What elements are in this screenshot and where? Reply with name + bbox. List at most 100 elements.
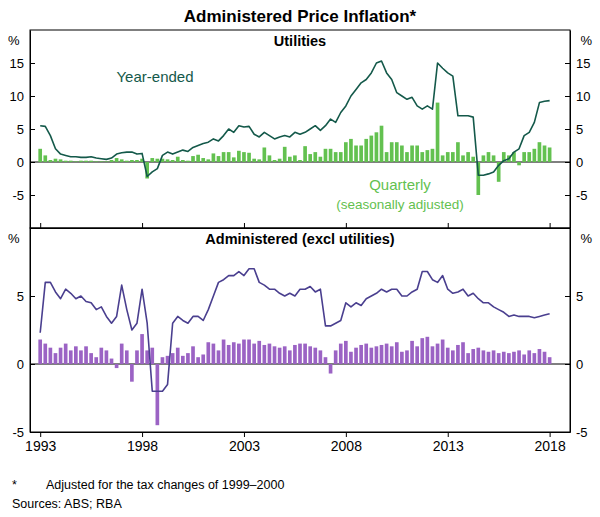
chart-container: Administered Price Inflation*-5051015-50… [0, 0, 600, 517]
bar [344, 341, 348, 364]
bar [171, 160, 175, 162]
bar [476, 348, 480, 364]
y-axis-left-tick-label: 0 [17, 155, 24, 170]
bar [206, 342, 210, 364]
bar [543, 146, 547, 163]
bar [278, 159, 282, 162]
bar [420, 152, 424, 162]
y-axis-right-line [570, 229, 571, 433]
x-axis-tick-mark [40, 223, 41, 228]
series-label-line: Year-ended [116, 68, 193, 85]
y-axis-left-tick: 15 [10, 56, 35, 71]
bar [43, 155, 47, 162]
bar [105, 350, 109, 364]
y-axis-right-tick-mark [565, 195, 570, 196]
series-label-line: (seasonally adjusted) [336, 197, 464, 212]
panel-title: Administered (excl utilities) [205, 231, 395, 247]
x-axis-tick-mark [448, 432, 449, 437]
bar [522, 152, 526, 162]
y-axis-right-tick-label: -5 [576, 425, 588, 440]
bar [339, 152, 343, 162]
x-axis-tick: 2013 [433, 432, 464, 454]
bar [364, 139, 368, 162]
x-axis-tick-mark [244, 432, 245, 437]
y-axis-left-tick: 0 [17, 155, 35, 170]
bar [263, 345, 267, 364]
bar [334, 152, 338, 162]
bar [268, 155, 272, 162]
bar [232, 157, 236, 162]
bar [522, 354, 526, 364]
x-axis-tick: 2008 [331, 432, 362, 454]
bar [548, 147, 552, 162]
y-axis-right-tick: -5 [565, 188, 588, 203]
bar [206, 159, 210, 162]
bar [252, 159, 256, 162]
x-axis-tick-mark [448, 223, 449, 228]
bar [533, 149, 537, 162]
bar [385, 152, 389, 162]
bar [242, 340, 246, 364]
bar [212, 153, 216, 162]
bar [242, 152, 246, 162]
y-axis-label-left: % [8, 231, 20, 246]
y-axis-left-tick-mark [30, 162, 35, 163]
bar [385, 344, 389, 364]
bar [257, 341, 261, 364]
bar [446, 152, 450, 162]
bar [395, 142, 399, 162]
x-axis-tick [448, 223, 449, 228]
bar [492, 155, 496, 162]
y-axis-left-tick-label: 0 [17, 357, 24, 372]
bar [339, 344, 343, 364]
bar [375, 132, 379, 162]
y-axis-right-tick-label: 0 [576, 155, 583, 170]
bar [543, 352, 547, 364]
y-axis-left-tick: 10 [10, 89, 35, 104]
bar [461, 342, 465, 364]
line [40, 61, 549, 177]
bar [161, 357, 165, 364]
bar [324, 357, 328, 364]
bar [135, 160, 139, 162]
bar [186, 353, 190, 364]
x-axis: 199319982003200820132018 [25, 432, 570, 454]
bar [156, 159, 160, 162]
x-axis-tick [40, 223, 41, 228]
bar [517, 162, 521, 165]
bar [59, 159, 63, 162]
x-axis-tick-label: 1998 [127, 438, 158, 454]
x-axis-tick: 2003 [229, 432, 260, 454]
plot-area [30, 61, 570, 195]
x-axis-tick-mark [346, 223, 347, 228]
x-axis-tick-mark [550, 223, 551, 228]
bar [538, 142, 542, 162]
bar [227, 345, 231, 364]
bar [380, 126, 384, 162]
bar [354, 146, 358, 163]
bar [390, 346, 394, 364]
panel: -5051015-5051015%%UtilitiesYear-endedQua… [8, 30, 592, 229]
bar [227, 152, 231, 162]
bar [222, 340, 226, 364]
bar [308, 346, 312, 364]
bar [201, 354, 205, 364]
bar [487, 152, 491, 162]
bar-series [38, 334, 551, 425]
bar [471, 349, 475, 364]
bar [69, 161, 73, 162]
y-axis-left-tick: 5 [17, 122, 35, 137]
bar [420, 338, 424, 364]
bar [446, 348, 450, 364]
bar [456, 345, 460, 364]
bar [135, 350, 139, 364]
bar [268, 344, 272, 364]
panel-title: Utilities [274, 33, 326, 49]
sources: Sources: ABS; RBA [12, 497, 122, 511]
series-label: Year-ended [116, 68, 193, 85]
bar [273, 346, 277, 364]
bar [278, 348, 282, 364]
bar [79, 161, 83, 162]
bar [359, 345, 363, 364]
x-axis-tick-label: 2018 [535, 438, 566, 454]
